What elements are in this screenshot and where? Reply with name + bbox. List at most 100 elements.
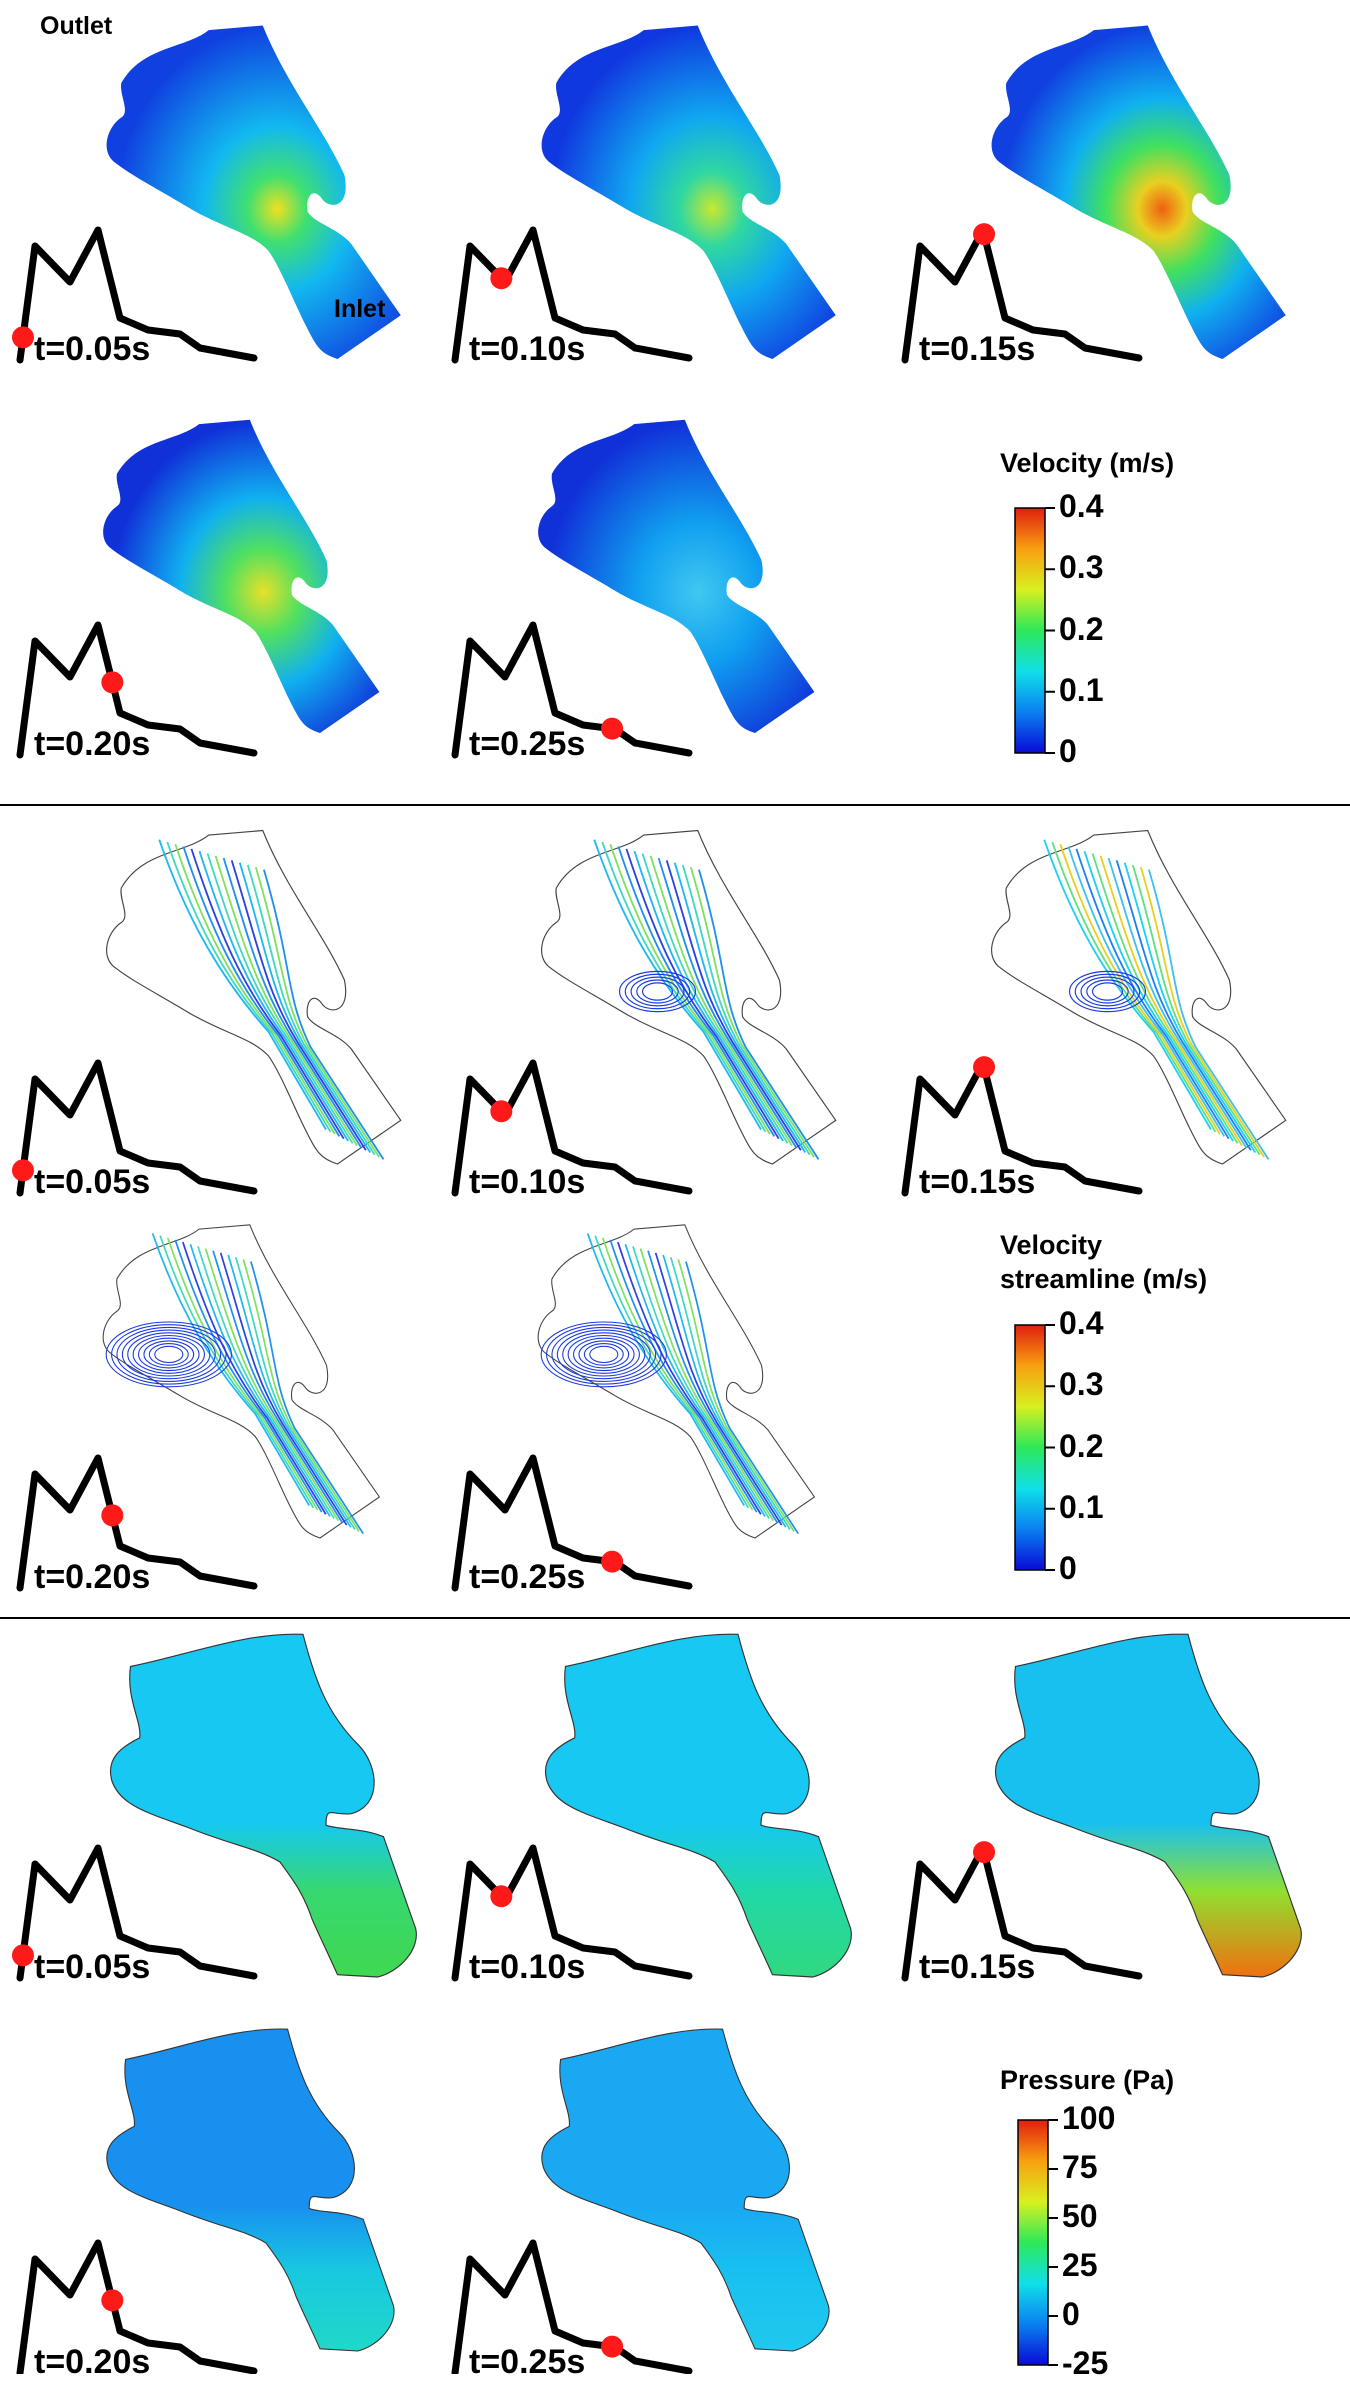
vortex-ring (624, 973, 691, 1010)
vortex-ring (546, 1324, 662, 1385)
colorbar-tick-label: 0.3 (1059, 549, 1104, 586)
panel-pressure-contour-4 (16, 2028, 395, 2374)
panel-pressure-contour-1 (11, 1633, 417, 1982)
vortex-ring (641, 982, 674, 1001)
vortex-ring (1086, 979, 1129, 1004)
velocity-contour-shape (106, 25, 401, 359)
streamline (1059, 844, 1221, 1135)
colorbar-tick-label: 50 (1062, 2198, 1098, 2234)
colorbar-title: Velocity (m/s) (1000, 448, 1175, 478)
streamline (242, 1259, 360, 1532)
colorbar-tick-label: 75 (1062, 2149, 1098, 2185)
time-marker (973, 1841, 996, 1864)
vortex-ring (132, 1334, 205, 1374)
streamline (197, 1246, 335, 1520)
time-marker (973, 1056, 996, 1079)
streamline (198, 850, 349, 1142)
flow-waveform (451, 1844, 693, 1982)
vessel-outline (991, 829, 1287, 1165)
streamline (586, 1233, 745, 1507)
streamline (1107, 857, 1248, 1149)
flow-waveform (901, 226, 1143, 364)
panel-velocity-contour-5 (451, 419, 815, 759)
colorbar-tick-label: -25 (1062, 2345, 1109, 2381)
colorbar-tick-label: 0 (1059, 733, 1077, 769)
flow-waveform (451, 226, 693, 364)
time-label: t=0.05s (34, 1948, 151, 1986)
streamline (1148, 869, 1270, 1160)
time-marker (490, 1100, 513, 1123)
outlet-label: Outlet (40, 12, 113, 40)
streamline (214, 855, 358, 1147)
vortex-ring (578, 1340, 630, 1369)
time-label: t=0.15s (919, 330, 1036, 368)
streamline (1139, 867, 1265, 1158)
streamline (263, 869, 385, 1160)
time-label: t=0.10s (469, 1948, 586, 1986)
pressure-contour-shape (545, 1634, 852, 1977)
time-label: t=0.15s (919, 1163, 1036, 1201)
time-label: t=0.20s (34, 725, 151, 763)
pressure-contour-shape (995, 1634, 1302, 1977)
time-marker (490, 1885, 513, 1908)
colorbar (1017, 2119, 1049, 2366)
streamline (159, 1235, 315, 1509)
streamline (689, 867, 815, 1158)
streamline (1099, 855, 1243, 1147)
flow-waveform (16, 2239, 258, 2374)
streamline (665, 860, 802, 1151)
vortex-ring (540, 1321, 667, 1388)
streamline (206, 853, 354, 1144)
streamline (166, 841, 332, 1133)
vortex-ring (138, 1337, 200, 1372)
colorbar (1014, 1324, 1046, 1571)
vortex-ring (105, 1321, 232, 1388)
vessel-outline (537, 1224, 816, 1539)
flow-waveform (451, 1454, 693, 1592)
vortex-ring (127, 1332, 211, 1377)
vortex-ring (567, 1334, 640, 1374)
flow-waveform (16, 1844, 258, 1982)
pressure-contour-shape (106, 2029, 395, 2351)
time-label: t=0.15s (919, 1948, 1036, 1986)
vortex-ring (589, 1345, 619, 1364)
vortex-ring (121, 1329, 216, 1380)
streamline (698, 869, 820, 1160)
vortex-ring (630, 976, 685, 1007)
panel-velocity-streamline-3 (901, 829, 1287, 1197)
flow-waveform (16, 1059, 258, 1197)
colorbar-tick-label: 0 (1062, 2296, 1080, 2332)
time-marker (601, 1550, 624, 1573)
flow-waveform (901, 1059, 1143, 1197)
vortex-ring (143, 1340, 195, 1369)
streamline (1075, 848, 1230, 1140)
time-label: t=0.05s (34, 1163, 151, 1201)
time-label: t=0.10s (469, 1163, 586, 1201)
vortex-ring (618, 970, 697, 1013)
pressure-contour-shape (541, 2029, 830, 2351)
panel-velocity-contour-1 (11, 25, 401, 364)
vortex-ring (583, 1343, 624, 1366)
flow-waveform (901, 1844, 1143, 1982)
velocity-contour-shape (541, 25, 836, 359)
colorbar-tick-label: 0.2 (1059, 1427, 1104, 1464)
vortex-ring (636, 979, 679, 1004)
panel-velocity-contour-2 (451, 25, 836, 364)
streamline (182, 846, 341, 1137)
time-marker (11, 326, 34, 349)
vortex-ring (154, 1345, 184, 1364)
vortex-ring (1068, 970, 1147, 1013)
streamline (641, 853, 789, 1144)
vortex-ring (1074, 973, 1141, 1010)
streamline (182, 1241, 327, 1515)
panel-velocity-contour-4 (16, 419, 380, 759)
vortex-ring (1080, 976, 1135, 1007)
time-label: t=0.25s (469, 1558, 586, 1596)
colorbar-tick-label: 0.3 (1059, 1366, 1104, 1403)
streamline (617, 1241, 762, 1515)
streamline (246, 864, 376, 1156)
vessel-outline (102, 1224, 381, 1539)
time-marker (601, 717, 624, 740)
panel-pressure-contour-3 (901, 1633, 1302, 1982)
